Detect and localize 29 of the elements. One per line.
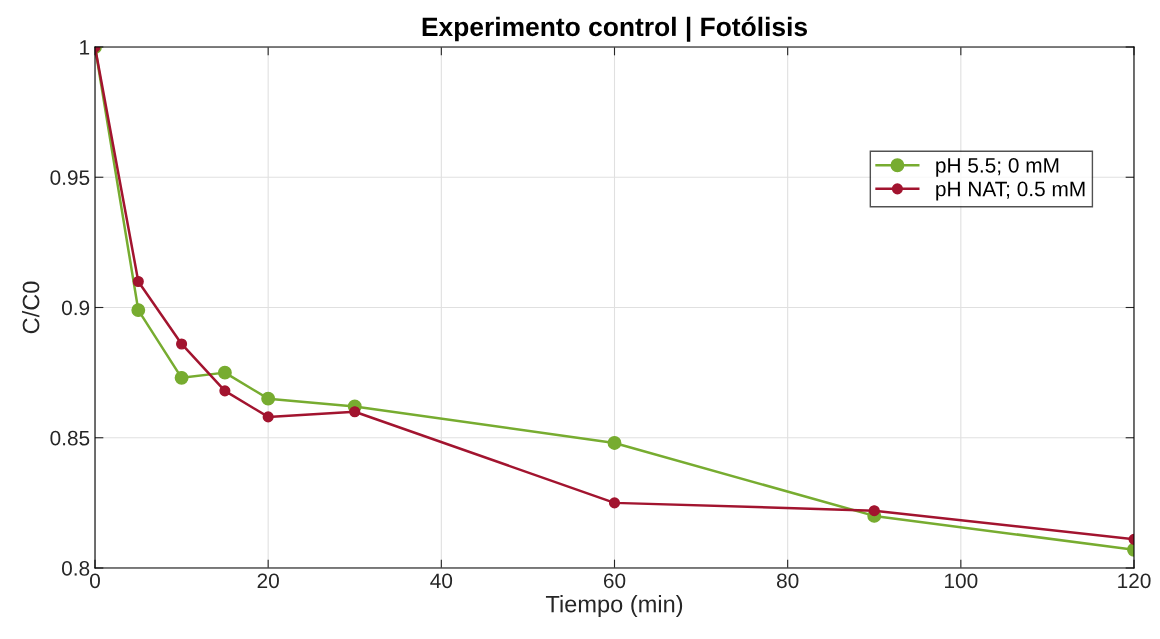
point [349, 406, 361, 418]
point [868, 505, 880, 517]
point [217, 365, 232, 380]
y-tick-label: 0.95 [50, 170, 90, 185]
point [219, 385, 231, 397]
point [132, 275, 144, 288]
legend-label: pH 5.5; 0 mM [936, 158, 1059, 177]
x-tick-label: 120 [1118, 573, 1151, 589]
x-tick-label: 60 [603, 573, 626, 589]
point [608, 497, 621, 509]
point [174, 370, 189, 385]
y-tick-label: 0.85 [50, 430, 90, 446]
point [607, 436, 622, 450]
point [261, 391, 276, 406]
legend-label: pH NAT; 0.5 mM [936, 181, 1085, 201]
y-tick-label: 1 [80, 40, 90, 55]
x-axis-title: Tiempo (min) [545, 595, 683, 618]
y-axis-title: C/C0 [22, 281, 40, 334]
x-tick-label: 80 [776, 573, 799, 589]
y-tick-label: 0.9 [61, 300, 90, 316]
chart-title: Experimento control | Fotólisis [422, 16, 807, 42]
point [131, 303, 146, 318]
x-tick-label: 40 [430, 573, 453, 589]
y-tick-label: 0.8 [61, 561, 90, 576]
x-tick-label: 0 [90, 573, 100, 589]
x-tick-label: 100 [945, 573, 978, 589]
x-tick-label: 20 [257, 573, 279, 589]
point [262, 411, 274, 423]
point [176, 338, 188, 350]
